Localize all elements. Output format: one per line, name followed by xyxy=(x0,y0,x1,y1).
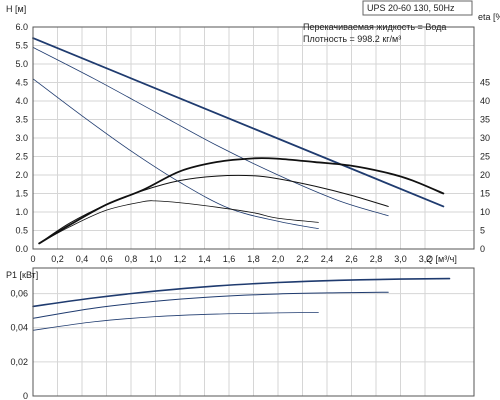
x-tick-label: 2,2 xyxy=(296,254,309,264)
title-box xyxy=(362,0,473,16)
axis-layer: H [м] eta [%] Q [м³/ч] P1 [кВт] UPS 20-6… xyxy=(6,0,500,400)
head-tick-label: 1.5 xyxy=(15,189,28,199)
grid-layer xyxy=(32,26,474,397)
head-tick-label: 5.0 xyxy=(15,59,28,69)
head-tick-label: 3.0 xyxy=(15,133,28,143)
bottom-plot-frame xyxy=(32,267,475,397)
head-tick-label: 0.5 xyxy=(15,226,28,236)
eta-tick-label: 25 xyxy=(480,152,490,162)
head-tick-label: 2.0 xyxy=(15,170,28,180)
top-plot-frame xyxy=(32,26,475,250)
eta-curve-5 xyxy=(38,174,389,244)
x-tick-label: 2,8 xyxy=(370,254,383,264)
fluid-info: Перекачиваемая жидкость = Вода xyxy=(303,22,446,32)
x-tick-label: 1,2 xyxy=(174,254,187,264)
x-tick-label: 1,4 xyxy=(198,254,211,264)
eta-tick-label: 30 xyxy=(480,133,490,143)
x-tick-label: 1,0 xyxy=(149,254,162,264)
head-tick-label: 1.0 xyxy=(15,207,28,217)
x-tick-label: 1,6 xyxy=(223,254,236,264)
x-tick-label: 2,6 xyxy=(345,254,358,264)
x-tick-label: 0,4 xyxy=(76,254,89,264)
x-tick-label: 2,0 xyxy=(272,254,285,264)
head-tick-label: 3.5 xyxy=(15,115,28,125)
head-tick-label: 4.0 xyxy=(15,96,28,106)
eta-tick-label: 20 xyxy=(480,170,490,180)
head-curve-2 xyxy=(32,46,389,217)
head-tick-label: 5.5 xyxy=(15,41,28,51)
x-tick-label: 3,2 xyxy=(419,254,432,264)
eta-tick-label: 10 xyxy=(480,207,490,217)
eta-tick-label: 45 xyxy=(480,78,490,88)
flow-axis-label: Q [м³/ч] xyxy=(426,254,457,264)
x-tick-label: 0 xyxy=(30,254,35,264)
head-axis-label: H [м] xyxy=(6,4,26,14)
x-tick-label: 0,6 xyxy=(100,254,113,264)
power-curve-2 xyxy=(32,291,389,319)
eta-tick-label: 35 xyxy=(480,115,490,125)
x-tick-label: 1,8 xyxy=(247,254,260,264)
eta-axis-label: eta [%] xyxy=(478,12,500,22)
eta-tick-label: 0 xyxy=(480,244,485,254)
power-axis-label: P1 [кВт] xyxy=(6,270,38,280)
head-curve-3 xyxy=(32,78,319,230)
head-tick-label: 2.5 xyxy=(15,152,28,162)
eta-tick-label: 15 xyxy=(480,189,490,199)
power-curve-1 xyxy=(32,277,451,308)
power-curve-3 xyxy=(32,311,319,331)
x-tick-label: 0,8 xyxy=(125,254,138,264)
head-tick-label: 0.0 xyxy=(15,244,28,254)
eta-curve-6 xyxy=(38,200,319,244)
eta-tick-label: 40 xyxy=(480,96,490,106)
x-tick-label: 3,0 xyxy=(394,254,407,264)
head-curve-1 xyxy=(32,37,445,208)
head-tick-label: 4.5 xyxy=(15,78,28,88)
power-tick-label: 0,02 xyxy=(10,357,28,367)
x-tick-label: 2,4 xyxy=(321,254,334,264)
power-tick-label: 0,06 xyxy=(10,289,28,299)
density-info: Плотность = 998.2 кг/м³ xyxy=(303,34,401,44)
chart-title: UPS 20-60 130, 50Hz xyxy=(367,3,455,13)
eta-tick-label: 5 xyxy=(480,226,485,236)
series-layer xyxy=(32,37,451,331)
head-tick-label: 6.0 xyxy=(15,22,28,32)
power-tick-label: 0 xyxy=(23,391,28,400)
power-tick-label: 0,04 xyxy=(10,323,28,333)
x-tick-label: 0,2 xyxy=(51,254,64,264)
